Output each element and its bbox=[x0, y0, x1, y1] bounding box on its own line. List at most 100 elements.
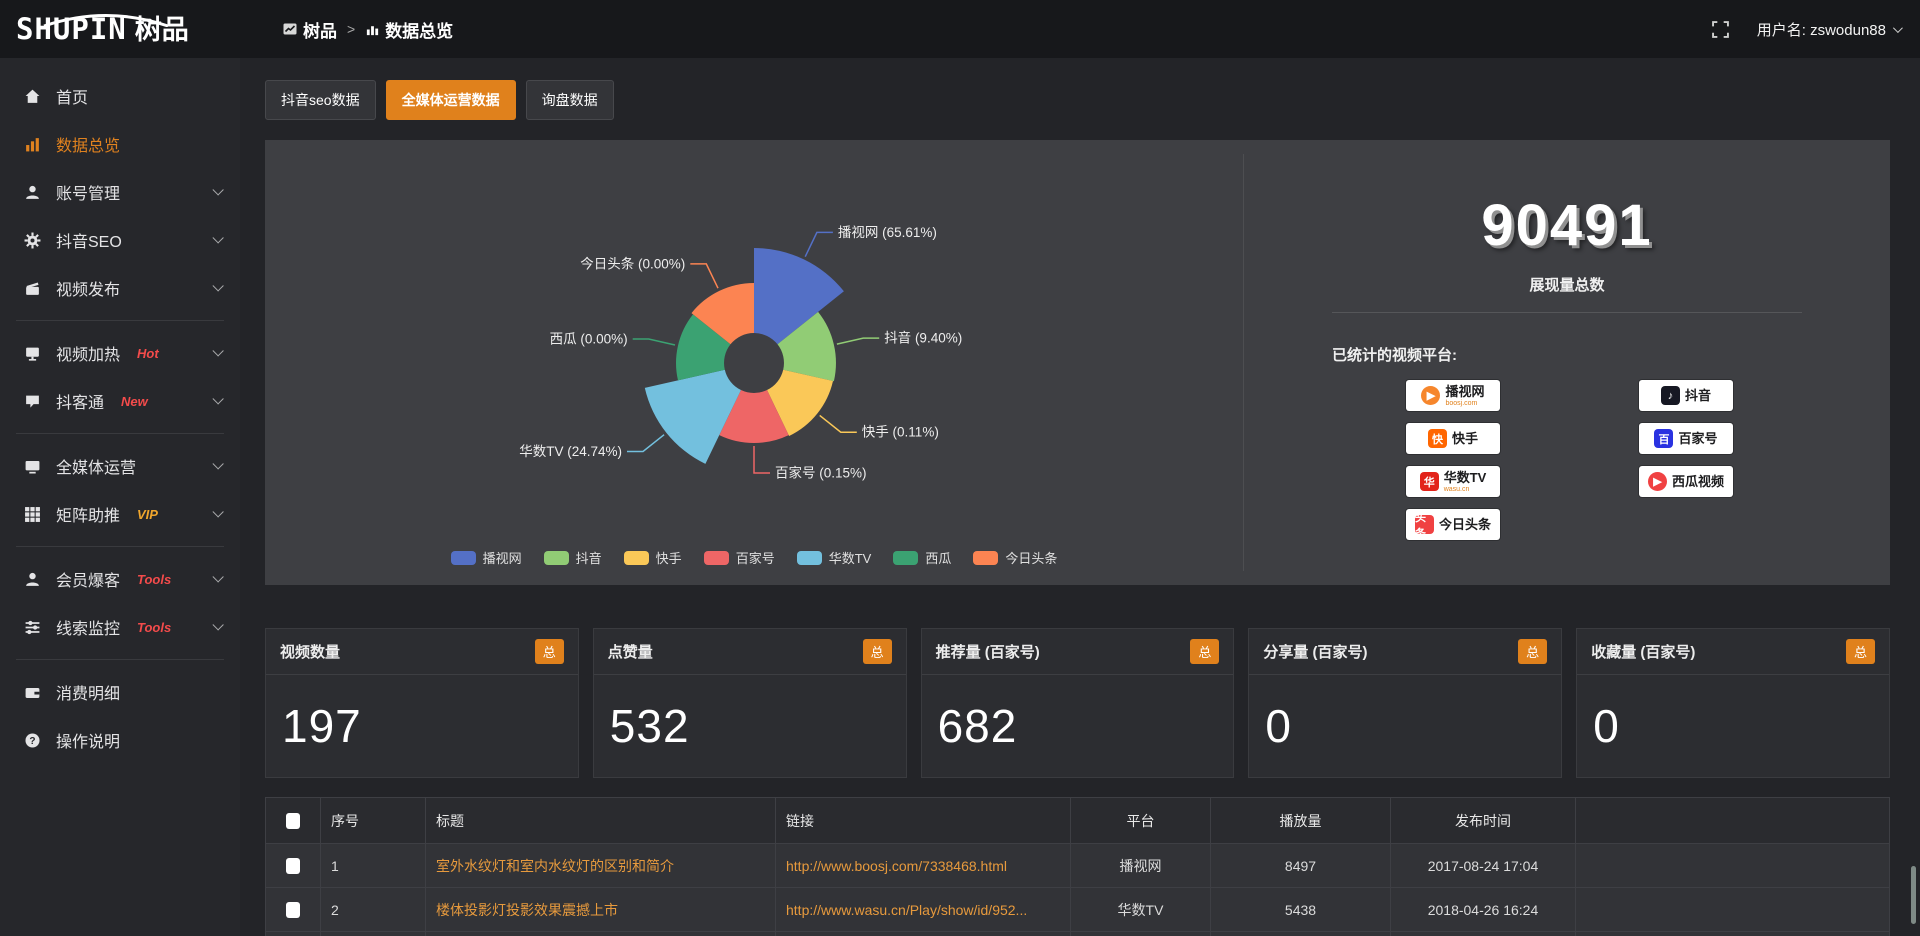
platform-badge-西瓜视频: ▶ 西瓜视频 bbox=[1639, 466, 1733, 497]
legend-item-抖音[interactable]: 抖音 bbox=[543, 548, 602, 567]
sidebar-item-操作说明[interactable]: ? 操作说明 bbox=[0, 716, 240, 764]
fullscreen-icon[interactable] bbox=[1711, 20, 1729, 38]
cell-link[interactable] bbox=[775, 931, 1071, 936]
sidebar-item-消费明细[interactable]: 消费明细 bbox=[0, 668, 240, 716]
stat-value: 532 bbox=[609, 700, 690, 752]
legend-swatch bbox=[543, 550, 569, 565]
platform-logo-icon: 华 bbox=[1419, 472, 1439, 491]
sidebar-divider bbox=[16, 433, 224, 434]
pie-sector-播视网[interactable] bbox=[754, 248, 844, 345]
user-icon bbox=[26, 185, 39, 199]
breadcrumb-current[interactable]: 数据总览 bbox=[365, 17, 453, 42]
column-header-平台: 平台 bbox=[1070, 797, 1211, 844]
tab-全媒体运营数据[interactable]: 全媒体运营数据 bbox=[385, 80, 516, 120]
sidebar-item-账号管理[interactable]: 账号管理 bbox=[0, 168, 240, 216]
sidebar-item-抖音SEO[interactable]: 抖音SEO bbox=[0, 216, 240, 264]
panel-divider bbox=[1243, 154, 1244, 571]
logo-arc-icon bbox=[43, 13, 169, 27]
platform-logo-icon: 头条 bbox=[1414, 512, 1434, 540]
topbar-right: 用户名: zswodun88 bbox=[1711, 19, 1920, 40]
legend-swatch bbox=[893, 550, 919, 565]
brand-logo: SHUPIN 树品 bbox=[0, 13, 240, 44]
cell-title[interactable]: 楼体投影灯投影效果震撼上市 bbox=[425, 887, 776, 932]
cell-filler bbox=[1575, 931, 1890, 936]
cell-title[interactable] bbox=[425, 931, 776, 936]
platform-logo-icon: ▶ bbox=[1421, 386, 1441, 405]
main-content: 抖音seo数据 全媒体运营数据 询盘数据 播视网 (65.61%) 抖音 (9.40%… bbox=[240, 58, 1920, 936]
sidebar-item-矩阵助推[interactable]: 矩阵助推 VIP bbox=[0, 490, 240, 538]
sidebar-item-label: 抖客通 bbox=[56, 395, 105, 412]
select-all-checkbox[interactable] bbox=[286, 813, 300, 830]
pie-label-line-华数TV bbox=[627, 434, 665, 453]
stat-card-header: 点赞量 总 bbox=[593, 629, 906, 675]
breadcrumb-root[interactable]: 树品 bbox=[282, 17, 337, 42]
platform-name: 今日头条 bbox=[1438, 517, 1491, 532]
sidebar-item-数据总览[interactable]: 数据总览 bbox=[0, 120, 240, 168]
cell-plays: 8497 bbox=[1210, 843, 1391, 888]
legend-label: 抖音 bbox=[575, 551, 602, 566]
username-label: 用户名: zswodun88 bbox=[1756, 21, 1886, 39]
legend-label: 华数TV bbox=[828, 551, 872, 566]
platform-logo-icon: ▶ bbox=[1647, 472, 1667, 491]
row-checkbox[interactable] bbox=[286, 902, 300, 919]
chevron-down-icon bbox=[212, 184, 224, 196]
cell-filler bbox=[1575, 887, 1890, 932]
sidebar-divider bbox=[16, 546, 224, 547]
platform-badge-百家号: 百 百家号 bbox=[1639, 423, 1733, 454]
pie-sector-今日头条[interactable] bbox=[691, 283, 755, 345]
platform-name: 播视网 bbox=[1445, 383, 1485, 399]
pie-sector-快手[interactable] bbox=[767, 369, 833, 436]
sliders-icon bbox=[25, 620, 40, 634]
pie-sector-西瓜[interactable] bbox=[676, 314, 731, 381]
table-header-row: 序号 标题 链接 平台 播放量 发布时间 bbox=[265, 797, 1890, 844]
cell-link[interactable]: http://www.wasu.cn/Play/show/id/952... bbox=[775, 887, 1071, 932]
chevron-down-icon bbox=[212, 345, 224, 357]
cell-platform bbox=[1070, 931, 1211, 936]
breadcrumb-separator: > bbox=[347, 21, 356, 37]
sidebar-divider bbox=[16, 320, 224, 321]
sidebar-item-会员爆客[interactable]: 会员爆客 Tools bbox=[0, 555, 240, 603]
tab-抖音seo数据[interactable]: 抖音seo数据 bbox=[265, 80, 376, 120]
legend-item-西瓜[interactable]: 西瓜 bbox=[893, 548, 951, 567]
chat-icon bbox=[26, 395, 39, 408]
legend-item-华数TV[interactable]: 华数TV bbox=[796, 548, 872, 567]
scrollbar-thumb[interactable] bbox=[1911, 866, 1916, 924]
pie-label-快手: 快手 (0.11%) bbox=[862, 425, 939, 440]
gear-icon bbox=[24, 232, 41, 248]
cell-plays: 5438 bbox=[1210, 887, 1391, 932]
sidebar-item-视频发布[interactable]: 视频发布 bbox=[0, 264, 240, 312]
cell-title[interactable]: 室外水纹灯和室内水纹灯的区别和简介 bbox=[425, 843, 776, 888]
row-checkbox[interactable] bbox=[286, 858, 300, 875]
sidebar-item-抖客通[interactable]: 抖客通 New bbox=[0, 377, 240, 425]
sidebar-item-线索监控[interactable]: 线索监控 Tools bbox=[0, 603, 240, 651]
cell-link[interactable]: http://www.boosj.com/7338468.html bbox=[775, 843, 1071, 888]
column-header-发布时间: 发布时间 bbox=[1390, 797, 1576, 844]
pie-sector-华数TV[interactable] bbox=[644, 369, 741, 464]
user-menu[interactable]: 用户名: zswodun88 bbox=[1756, 19, 1903, 40]
topbar: SHUPIN 树品 树品 > 数据总览 用户名: zswodun88 bbox=[0, 0, 1920, 58]
legend-item-百家号[interactable]: 百家号 bbox=[703, 548, 775, 567]
platform-logo-icon: 百 bbox=[1654, 429, 1674, 448]
platform-sub: wasu.cn bbox=[1443, 485, 1470, 493]
chevron-down-icon bbox=[212, 280, 224, 292]
sidebar-item-视频加热[interactable]: 视频加热 Hot bbox=[0, 329, 240, 377]
legend-item-今日头条[interactable]: 今日头条 bbox=[973, 548, 1057, 567]
chevron-down-icon bbox=[212, 393, 224, 405]
legend-item-播视网[interactable]: 播视网 bbox=[450, 548, 522, 567]
stat-value: 0 bbox=[1593, 700, 1620, 752]
legend-item-快手[interactable]: 快手 bbox=[623, 548, 682, 567]
cell-platform: 华数TV bbox=[1070, 887, 1211, 932]
sidebar-item-首页[interactable]: 首页 bbox=[0, 72, 240, 120]
sidebar-item-label: 首页 bbox=[56, 90, 89, 107]
data-tabs: 抖音seo数据 全媒体运营数据 询盘数据 bbox=[265, 80, 614, 120]
pie-sector-百家号[interactable] bbox=[719, 390, 789, 444]
tab-询盘数据[interactable]: 询盘数据 bbox=[525, 80, 614, 120]
pie-sector-抖音[interactable] bbox=[777, 311, 836, 382]
column-header-链接: 链接 bbox=[775, 797, 1071, 844]
stat-card-推荐量 (百家号): 推荐量 (百家号) 总 682 bbox=[920, 628, 1235, 778]
pie-label-抖音: 抖音 (9.40%) bbox=[884, 330, 962, 346]
table-row bbox=[265, 931, 1890, 936]
total-badge: 总 bbox=[1190, 639, 1220, 664]
sidebar-item-全媒体运营[interactable]: 全媒体运营 bbox=[0, 442, 240, 490]
rose-chart-svg: 播视网 (65.61%) 抖音 (9.40%) 快手 (0.11%) 百家号 (0.1… bbox=[519, 225, 962, 481]
